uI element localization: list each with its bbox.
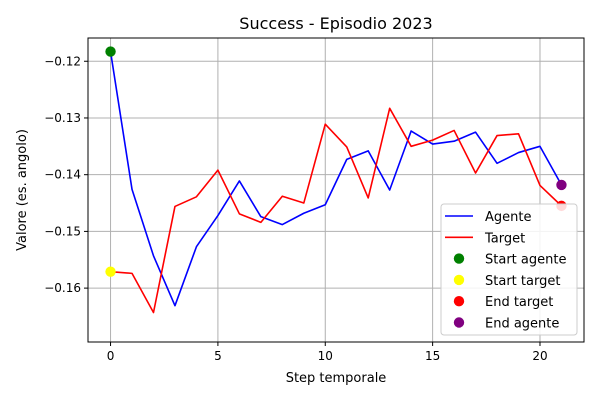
marker-end-agente bbox=[556, 179, 567, 191]
y-axis: −0.16 −0.15 −0.14 −0.13 −0.12 bbox=[44, 54, 88, 295]
plot-frame bbox=[87, 37, 585, 343]
x-tick-label: 10 bbox=[318, 349, 333, 363]
y-axis-label: Valore (es. angolo) bbox=[15, 129, 30, 251]
legend-label-agente: Agente bbox=[485, 210, 531, 225]
legend-label-start-target: Start target bbox=[485, 274, 560, 289]
legend-label-start-agente: Start agente bbox=[485, 253, 566, 268]
legend-swatch-start-agente bbox=[453, 253, 465, 264]
legend-label-end-target: End target bbox=[485, 295, 553, 310]
y-tick-label: −0.15 bbox=[44, 224, 81, 238]
chart-title: Success - Episodio 2023 bbox=[239, 14, 432, 33]
x-tick-label: 5 bbox=[214, 349, 222, 363]
series-line-target bbox=[110, 107, 563, 314]
legend: Agente Target Start agente Start target End … bbox=[440, 203, 578, 336]
legend-label-target: Target bbox=[484, 231, 525, 246]
marker-start-agente bbox=[105, 46, 116, 57]
x-tick-label: 15 bbox=[425, 349, 440, 363]
x-tick-label: 0 bbox=[107, 349, 115, 363]
y-tick-label: −0.16 bbox=[44, 281, 81, 295]
marker-start-target bbox=[105, 266, 116, 277]
x-axis: 0 5 10 15 20 bbox=[107, 342, 548, 363]
x-tick-label: 20 bbox=[532, 349, 547, 363]
series-layer bbox=[109, 51, 563, 314]
series-line-agente bbox=[109, 51, 563, 307]
legend-swatch-start-target bbox=[453, 274, 465, 286]
legend-swatch-end-target bbox=[453, 296, 465, 307]
x-axis-label: Step temporale bbox=[286, 371, 387, 386]
y-tick-label: −0.12 bbox=[44, 54, 81, 68]
y-tick-label: −0.13 bbox=[44, 111, 81, 125]
legend-box bbox=[440, 203, 578, 336]
legend-label-end-agente: End agente bbox=[485, 317, 559, 332]
legend-swatch-end-agente bbox=[453, 317, 465, 328]
y-tick-label: −0.14 bbox=[44, 168, 81, 182]
